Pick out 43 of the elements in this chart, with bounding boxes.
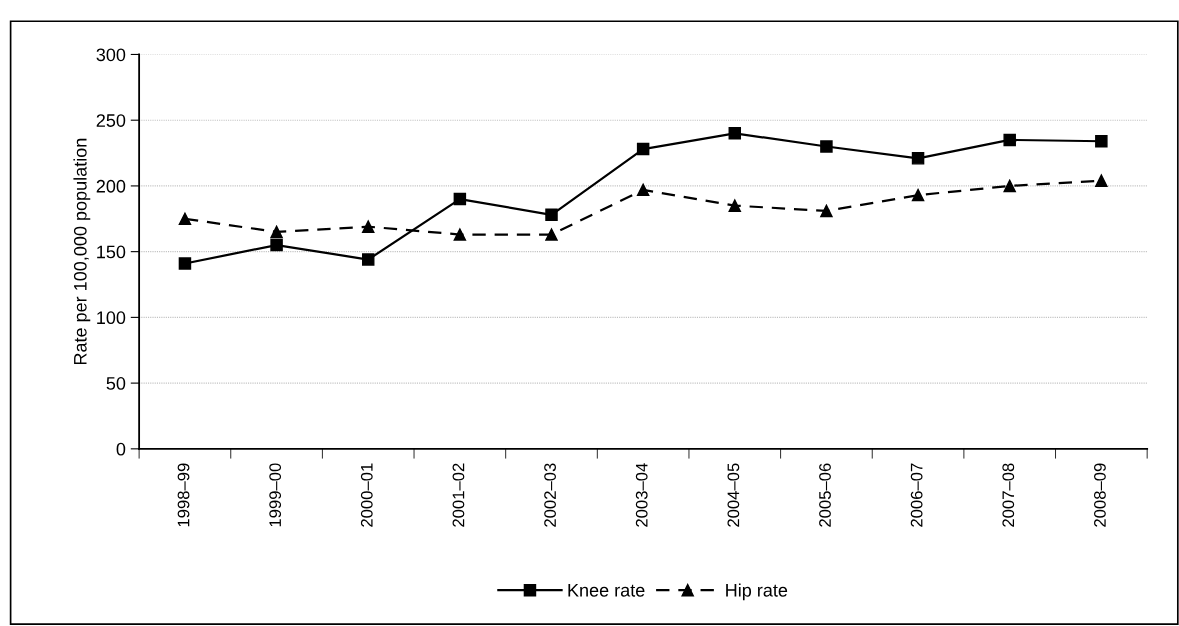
y-tick-label: 100	[97, 311, 126, 325]
point	[545, 208, 558, 222]
point	[1003, 179, 1016, 193]
y-tick-label: 150	[97, 245, 126, 259]
legend-label: Knee rate	[568, 584, 645, 597]
x-tick-label: 2003–04	[635, 463, 648, 527]
legend-label: Hip rate	[726, 583, 788, 601]
x-tick-label: 2006–07	[910, 463, 923, 527]
point	[270, 225, 283, 239]
point	[453, 228, 467, 241]
y-tick-label: 200	[96, 179, 126, 193]
x-tick-label: 2002–03	[544, 463, 556, 527]
y-tick-label: 250	[96, 114, 126, 127]
point	[636, 183, 650, 197]
y-tick-label: 50	[106, 377, 126, 390]
y-tick-label: 0	[116, 442, 126, 456]
x-tick-label: 1998–99	[177, 463, 190, 527]
point	[361, 220, 375, 233]
point	[820, 140, 833, 153]
point	[1095, 174, 1108, 187]
point	[1095, 134, 1108, 148]
point	[270, 238, 283, 252]
point	[728, 199, 742, 212]
point	[545, 228, 558, 241]
point	[178, 212, 192, 226]
point	[636, 142, 650, 156]
point	[911, 152, 925, 165]
x-tick-label: 2008–09	[1094, 463, 1106, 527]
x-tick-label: 2004–05	[727, 463, 740, 527]
x-tick-label: 2007–08	[1002, 463, 1015, 527]
x-tick-label: 2000–01	[360, 463, 373, 527]
point	[453, 192, 467, 206]
point	[178, 257, 192, 270]
point	[911, 188, 925, 202]
x-tick-label: 2001–02	[452, 463, 465, 527]
point	[1003, 133, 1016, 147]
point	[361, 253, 375, 266]
point	[820, 204, 833, 218]
x-tick-label: 2005–06	[819, 463, 831, 527]
point	[728, 127, 742, 140]
x-tick-label: 1999–00	[269, 463, 282, 527]
y-axis-title: Rate per 100,000 population	[73, 138, 91, 365]
y-tick-label: 300	[96, 48, 126, 62]
